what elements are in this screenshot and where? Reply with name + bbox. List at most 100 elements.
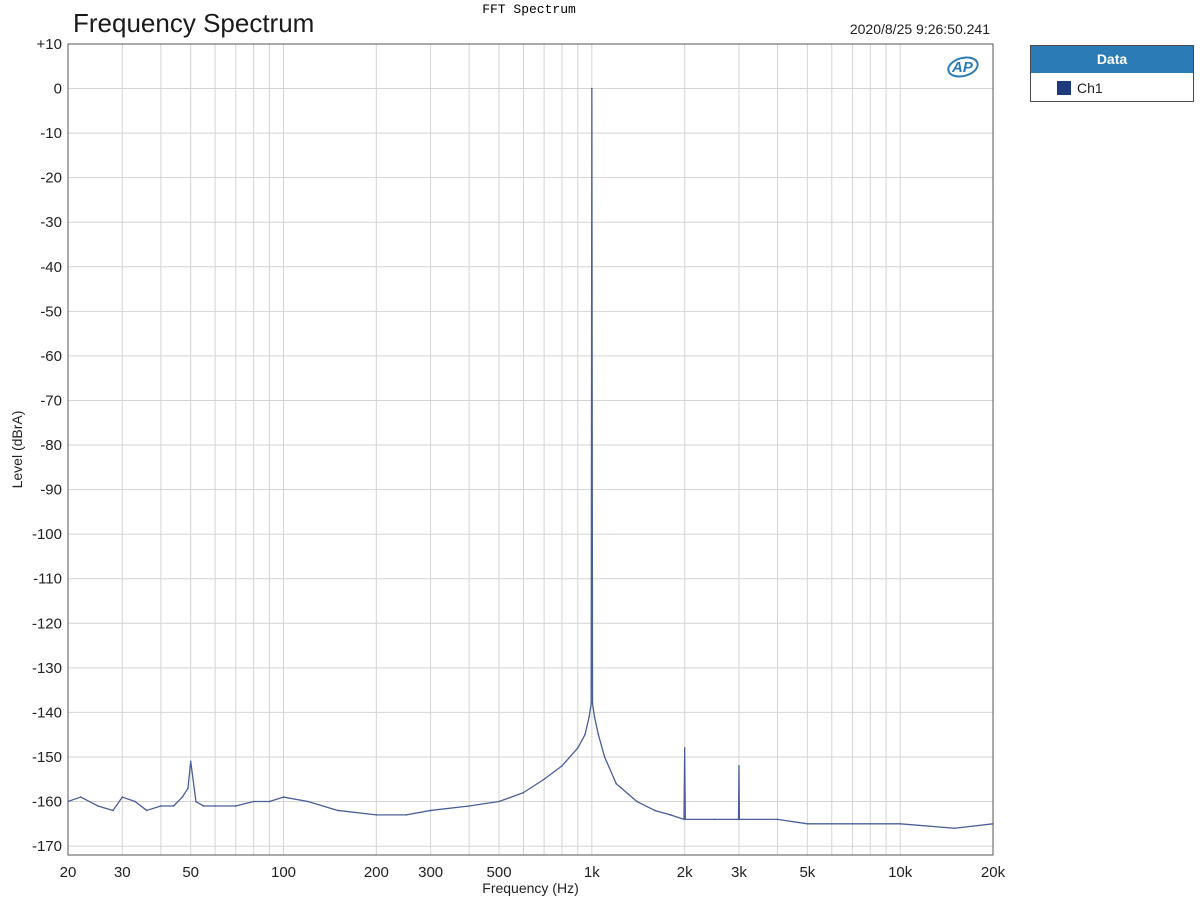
series-layer bbox=[67, 87, 994, 830]
legend-swatch-icon bbox=[1057, 81, 1071, 95]
plot-frame bbox=[67, 43, 994, 856]
data-point bbox=[776, 818, 779, 821]
data-point bbox=[953, 827, 956, 830]
data-point bbox=[97, 805, 99, 807]
data-point bbox=[214, 805, 216, 807]
x-tick-label: 100 bbox=[271, 864, 296, 881]
data-point bbox=[187, 787, 189, 789]
data-point bbox=[597, 733, 600, 736]
legend-item-ch1[interactable]: Ch1 bbox=[1057, 80, 1103, 96]
x-tick-label: 20k bbox=[981, 864, 1006, 881]
data-point bbox=[282, 796, 285, 798]
x-tick-label: 200 bbox=[364, 864, 389, 881]
timestamp: 2020/8/25 9:26:50.241 bbox=[849, 21, 990, 37]
data-point bbox=[738, 818, 741, 821]
y-tick-label: -80 bbox=[40, 437, 62, 454]
data-point bbox=[806, 823, 809, 825]
y-tick-label: -40 bbox=[40, 259, 62, 276]
data-point bbox=[375, 814, 378, 816]
data-point bbox=[851, 823, 854, 825]
x-tick-label: 20 bbox=[60, 864, 77, 881]
x-axis-label: Frequency (Hz) bbox=[482, 880, 578, 896]
data-point bbox=[134, 800, 136, 803]
data-point bbox=[307, 800, 309, 803]
data-point bbox=[112, 809, 114, 812]
data-point bbox=[603, 756, 606, 758]
data-point bbox=[181, 796, 184, 798]
x-tick-label: 10k bbox=[888, 864, 913, 881]
y-tick-label: -110 bbox=[33, 571, 62, 588]
data-point bbox=[561, 765, 563, 767]
data-point bbox=[669, 814, 672, 816]
tick-layer: 20 30 50 100 200 300 500 1k 2k 3k 5k 10k 20k +10 0 -10 -… bbox=[32, 36, 1006, 881]
data-point bbox=[576, 747, 579, 749]
data-point bbox=[468, 805, 470, 807]
x-tick-label: 300 bbox=[418, 864, 443, 881]
y-tick-label: -60 bbox=[40, 348, 62, 365]
data-point bbox=[429, 809, 432, 812]
data-point bbox=[195, 800, 197, 803]
data-point bbox=[684, 818, 687, 821]
data-point bbox=[992, 823, 994, 825]
x-tick-label: 50 bbox=[182, 864, 199, 881]
y-tick-label: -50 bbox=[40, 303, 62, 320]
data-point bbox=[268, 800, 271, 803]
data-point bbox=[899, 823, 901, 825]
data-point bbox=[636, 800, 638, 803]
y-tick-label: -10 bbox=[40, 125, 62, 142]
y-tick-label: -100 bbox=[32, 526, 62, 543]
data-point bbox=[593, 716, 596, 718]
data-point bbox=[653, 809, 656, 812]
data-point bbox=[588, 716, 590, 718]
data-point bbox=[615, 782, 618, 785]
data-point bbox=[591, 702, 594, 705]
y-tick-label: -170 bbox=[32, 838, 62, 855]
legend-item-label: Ch1 bbox=[1077, 80, 1103, 96]
data-point bbox=[713, 818, 716, 821]
y-tick-label: -30 bbox=[40, 214, 62, 231]
y-tick-label: -130 bbox=[32, 660, 62, 677]
data-point bbox=[543, 778, 545, 781]
data-point bbox=[234, 805, 237, 807]
data-point bbox=[405, 814, 408, 816]
data-point bbox=[202, 805, 205, 807]
data-point bbox=[252, 800, 255, 803]
y-tick-label: -20 bbox=[40, 170, 62, 187]
data-point bbox=[121, 796, 124, 798]
data-point bbox=[79, 796, 82, 798]
y-axis-label: Level (dBrA) bbox=[9, 411, 25, 489]
data-point bbox=[683, 747, 686, 749]
x-tick-label: 500 bbox=[487, 864, 512, 881]
y-tick-label: -120 bbox=[32, 615, 62, 632]
legend-header: Data bbox=[1031, 46, 1193, 73]
y-tick-label: -90 bbox=[40, 482, 62, 499]
legend-panel: Data Ch1 bbox=[1030, 45, 1194, 102]
y-tick-label: -160 bbox=[32, 794, 62, 811]
x-tick-label: 30 bbox=[114, 864, 131, 881]
data-point bbox=[522, 791, 525, 794]
data-point bbox=[590, 702, 592, 705]
data-point bbox=[498, 800, 500, 803]
data-point bbox=[738, 765, 740, 767]
x-tick-label: 3k bbox=[731, 864, 747, 881]
data-point bbox=[591, 87, 593, 90]
ap-logo-icon: AP bbox=[947, 56, 979, 78]
y-tick-label: 0 bbox=[54, 81, 62, 98]
data-point bbox=[160, 805, 162, 807]
x-tick-label: 5k bbox=[799, 864, 815, 881]
y-tick-label: +10 bbox=[37, 36, 62, 53]
window-title: FFT Spectrum bbox=[482, 2, 576, 17]
y-tick-label: -70 bbox=[40, 392, 62, 409]
y-tick-label: -150 bbox=[32, 749, 62, 766]
x-tick-label: 2k bbox=[677, 864, 693, 881]
series-line-ch1 bbox=[67, 87, 994, 829]
data-point bbox=[172, 805, 175, 807]
grid-layer bbox=[67, 43, 994, 855]
data-point bbox=[189, 760, 192, 763]
ap-logo-text: AP bbox=[951, 59, 974, 76]
chart-title: Frequency Spectrum bbox=[73, 8, 315, 38]
x-tick-label: 1k bbox=[584, 864, 600, 881]
data-point bbox=[337, 809, 339, 812]
y-tick-label: -140 bbox=[32, 704, 62, 721]
